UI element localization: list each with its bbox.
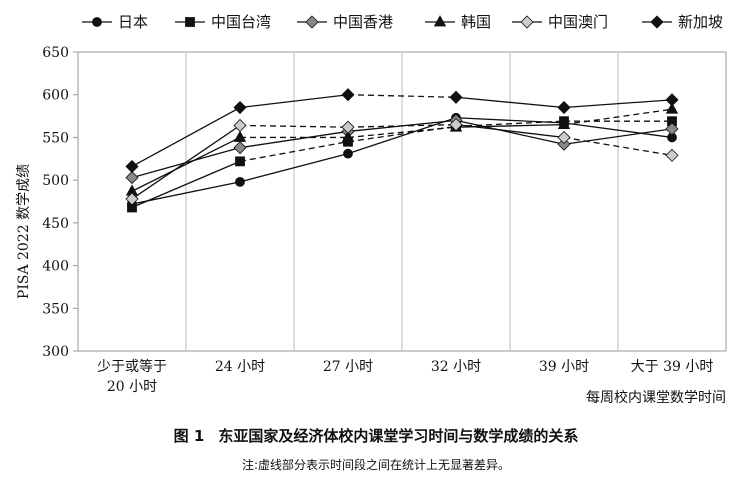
data-point — [235, 176, 245, 187]
series-line-segment — [563, 99, 673, 109]
series-line-segment — [239, 130, 349, 149]
legend-marker — [433, 15, 447, 27]
legend-marker — [520, 15, 534, 29]
figure-caption: 图 1 东亚国家及经济体校内课堂学习时间与数学成绩的关系 — [0, 425, 752, 446]
legend-label: 中国澳门 — [548, 13, 608, 31]
series-line-segment — [455, 120, 565, 127]
legend-label: 韩国 — [461, 13, 491, 31]
legend-marker — [305, 15, 319, 29]
y-tick-label: 550 — [42, 130, 69, 146]
data-point — [665, 122, 679, 136]
y-tick-label: 600 — [42, 88, 69, 104]
series-line-segment — [563, 128, 673, 145]
x-tick-label: 大于 39 小时 — [631, 359, 714, 375]
series-line-segment — [131, 124, 241, 200]
legend-label: 中国台湾 — [211, 13, 271, 31]
series-line-segment — [131, 136, 241, 192]
series-line-segment — [455, 123, 565, 139]
series-line-segment — [131, 106, 241, 168]
y-tick-label: 500 — [42, 173, 69, 189]
figure-note: 注:虚线部分表示时间段之间在统计上无显著差异。 — [241, 458, 511, 472]
data-point — [125, 171, 139, 185]
data-point — [233, 130, 247, 142]
series-line-segment — [239, 141, 349, 162]
data-point — [341, 88, 355, 102]
figure-label: 图 1 — [173, 427, 205, 445]
data-point — [233, 141, 247, 155]
y-tick-label: 300 — [42, 344, 69, 360]
series-line-segment — [455, 96, 565, 109]
series-line-segment — [239, 124, 349, 128]
y-tick-label: 400 — [42, 259, 69, 275]
y-tick-label: 450 — [42, 216, 69, 232]
series-line-segment — [347, 123, 457, 128]
data-point — [235, 156, 245, 167]
y-tick-label: 350 — [42, 301, 69, 317]
series-line-segment — [563, 122, 673, 139]
data-point — [557, 137, 571, 151]
data-point — [665, 148, 679, 162]
x-tick-label: 39 小时 — [539, 359, 589, 375]
legend-marker — [650, 15, 664, 29]
series-line-segment — [347, 126, 457, 139]
series-line-segment — [563, 108, 673, 126]
x-tick-label: 32 小时 — [431, 359, 481, 375]
data-point — [233, 100, 247, 115]
line-chart: 300 350 400 450 500 550 600 650 少于或等于 20 小时 24 小时 2… — [16, 13, 727, 406]
x-axis-title: 每周校内课堂数学时间 — [586, 389, 726, 406]
x-tick-label: 20 小时 — [107, 379, 157, 395]
series-line-segment — [239, 153, 349, 183]
data-point — [233, 118, 247, 133]
data-point — [557, 100, 571, 115]
x-tick-label: 24 小时 — [215, 359, 265, 375]
data-point — [449, 118, 463, 132]
data-point — [665, 102, 679, 114]
series-line-segment — [455, 119, 565, 145]
data-point — [125, 159, 139, 174]
data-point — [341, 130, 355, 142]
series-line-segment — [347, 117, 457, 155]
data-point — [557, 130, 571, 144]
legend-label: 中国香港 — [333, 13, 393, 31]
y-tick-label: 650 — [42, 45, 69, 61]
series-line-segment — [239, 94, 349, 109]
x-tick-label: 少于或等于 — [97, 358, 167, 375]
data-point — [665, 93, 679, 107]
data-point — [449, 90, 463, 104]
figure-title: 东亚国家及经济体校内课堂学习时间与数学成绩的关系 — [218, 427, 579, 445]
data-point — [341, 120, 355, 134]
legend-marker — [185, 17, 195, 27]
series-line-segment — [347, 94, 457, 98]
legend-label: 新加坡 — [678, 13, 723, 31]
data-point — [557, 117, 571, 130]
y-axis-title: PISA 2022 数学成绩 — [16, 164, 32, 299]
data-point — [343, 148, 353, 159]
x-tick-label: 27 小时 — [323, 359, 373, 375]
data-point — [125, 192, 139, 206]
series-line-segment — [131, 160, 241, 209]
legend-marker — [92, 17, 102, 27]
legend-label: 日本 — [118, 13, 148, 31]
series-line-segment — [563, 136, 673, 157]
